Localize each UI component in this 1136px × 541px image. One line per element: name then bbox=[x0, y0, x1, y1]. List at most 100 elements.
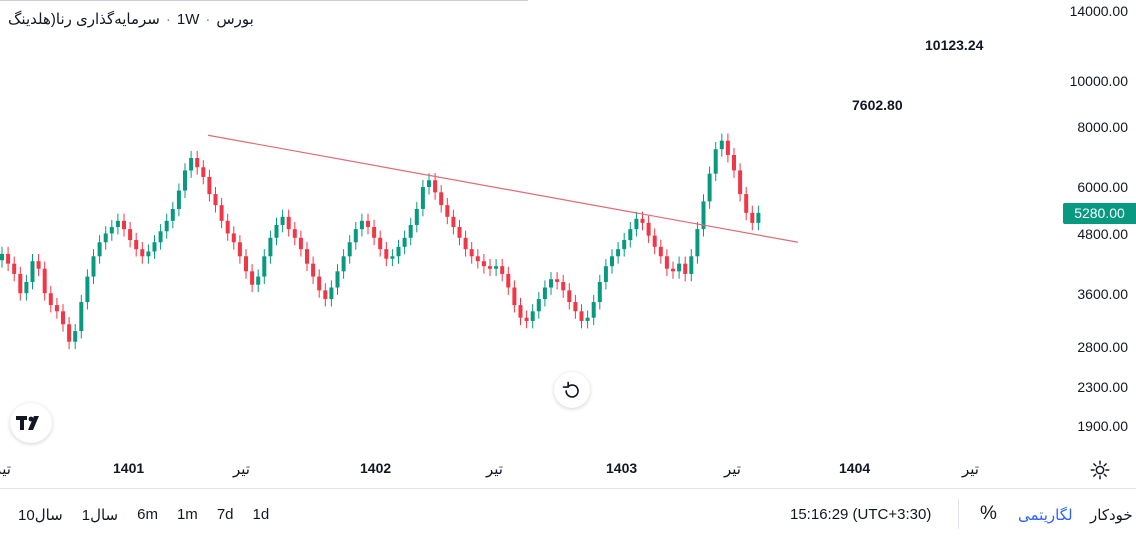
candle-body bbox=[103, 233, 108, 243]
legend-divider bbox=[0, 0, 528, 1]
x-tick-label: 1402 bbox=[360, 460, 392, 476]
candle-body bbox=[750, 212, 755, 223]
candle-body bbox=[24, 281, 29, 294]
legend-exchange: بورس bbox=[216, 11, 254, 28]
candle-body bbox=[579, 311, 584, 321]
candle-body bbox=[542, 287, 547, 300]
candle-body bbox=[54, 305, 59, 312]
candle-body bbox=[457, 227, 462, 238]
chart-legend: بورس · 1W · سرمایه‌گذاری رنا(هلدینگ bbox=[8, 10, 254, 29]
candle-body bbox=[237, 242, 242, 257]
timezone-clock[interactable]: 15:16:29 (UTC+3:30) bbox=[790, 506, 932, 523]
candle-body bbox=[402, 237, 407, 247]
candle-body bbox=[567, 290, 572, 303]
candle-body bbox=[67, 324, 72, 342]
candle-body bbox=[6, 253, 11, 264]
candle-body bbox=[280, 216, 285, 225]
candle-body bbox=[317, 276, 322, 291]
candle-body bbox=[585, 317, 590, 321]
candle-body bbox=[201, 167, 206, 177]
range-1y-button[interactable]: 1سال bbox=[81, 507, 119, 524]
candle-body bbox=[244, 256, 248, 272]
candle-body bbox=[683, 263, 688, 274]
log-scale-button[interactable]: لگاریتمی bbox=[1018, 507, 1073, 524]
y-tick-label: 10000.00 bbox=[1069, 73, 1128, 89]
candle-body bbox=[140, 249, 145, 257]
candle-body bbox=[603, 266, 608, 282]
candle-body bbox=[152, 242, 157, 252]
trendline[interactable] bbox=[207, 134, 799, 243]
x-tick-label: تیر bbox=[233, 461, 250, 478]
candle-body bbox=[451, 216, 456, 228]
auto-scale-button[interactable]: خودکار bbox=[1090, 507, 1133, 524]
candle-body bbox=[701, 201, 706, 230]
candle-body bbox=[506, 273, 511, 288]
y-tick-label: 14000.00 bbox=[1069, 3, 1128, 19]
candle-body bbox=[189, 158, 194, 171]
candle-body bbox=[573, 302, 578, 312]
candle-body bbox=[677, 263, 682, 272]
tradingview-logo[interactable] bbox=[10, 403, 52, 443]
x-tick-label: 1401 bbox=[113, 460, 145, 476]
candle-body bbox=[183, 170, 187, 191]
candle-body bbox=[164, 220, 169, 232]
settings-button[interactable] bbox=[1088, 458, 1112, 482]
candle-body bbox=[353, 229, 358, 243]
candle-body bbox=[634, 218, 639, 230]
candle-body bbox=[311, 263, 316, 277]
candle-body bbox=[518, 305, 523, 318]
candle-body bbox=[433, 180, 438, 193]
candle-body bbox=[366, 220, 370, 228]
candle-body bbox=[396, 246, 401, 257]
bottom-toolbar: 10سال 1سال 6m 1m 7d 1d 15:16:29 (UTC+3:3… bbox=[0, 488, 1136, 541]
range-6m-button[interactable]: 6m bbox=[137, 506, 158, 523]
candle-body bbox=[549, 279, 553, 288]
candle-body bbox=[689, 256, 694, 274]
candle-body bbox=[48, 293, 53, 306]
candle-body bbox=[512, 287, 517, 306]
candle-body bbox=[524, 317, 529, 321]
toolbar-divider bbox=[958, 499, 959, 529]
candle-body bbox=[713, 149, 718, 174]
candle-body bbox=[372, 227, 377, 238]
y-tick-label: 2300.00 bbox=[1077, 379, 1128, 395]
candle-body bbox=[732, 155, 736, 171]
candle-body bbox=[341, 256, 346, 272]
candle-body bbox=[146, 251, 151, 257]
price-annotation-high: 10123.24 bbox=[925, 37, 984, 53]
candle-body bbox=[591, 302, 596, 318]
candle-body bbox=[671, 268, 675, 272]
candle-body bbox=[195, 158, 200, 168]
legend-interval: 1W bbox=[176, 10, 200, 28]
last-price-badge: 5280.00 bbox=[1063, 203, 1136, 224]
range-1m-button[interactable]: 1m bbox=[176, 506, 198, 523]
candle-body bbox=[414, 208, 419, 225]
candle-body bbox=[262, 256, 267, 277]
y-tick-label: 2800.00 bbox=[1077, 339, 1128, 355]
candle-body bbox=[225, 220, 230, 234]
y-tick-label: 4800.00 bbox=[1077, 226, 1128, 242]
candle-body bbox=[494, 266, 499, 269]
range-1d-button[interactable]: 1d bbox=[252, 506, 270, 523]
candle-body bbox=[658, 246, 663, 257]
candle-body bbox=[500, 266, 505, 274]
legend-separator: · bbox=[165, 10, 171, 28]
candle-body bbox=[628, 229, 633, 241]
candle-body bbox=[91, 256, 96, 277]
x-tick-label: تیر bbox=[962, 461, 979, 478]
candle-body bbox=[250, 271, 255, 285]
candle-body bbox=[555, 279, 560, 282]
reset-chart-button[interactable] bbox=[554, 372, 590, 408]
range-7d-button[interactable]: 7d bbox=[216, 506, 234, 523]
legend-separator: · bbox=[205, 10, 211, 28]
candle-body bbox=[268, 237, 273, 257]
candle-body bbox=[305, 249, 309, 264]
range-10y-button[interactable]: 10سال bbox=[18, 507, 63, 524]
candle-body bbox=[18, 273, 23, 294]
legend-symbol: سرمایه‌گذاری رنا(هلدینگ bbox=[8, 11, 160, 28]
price-chart[interactable] bbox=[0, 0, 1136, 488]
candle-body bbox=[134, 240, 139, 250]
candle-body bbox=[744, 194, 749, 213]
candle-body bbox=[725, 140, 730, 156]
percent-scale-button[interactable]: % bbox=[980, 503, 997, 524]
